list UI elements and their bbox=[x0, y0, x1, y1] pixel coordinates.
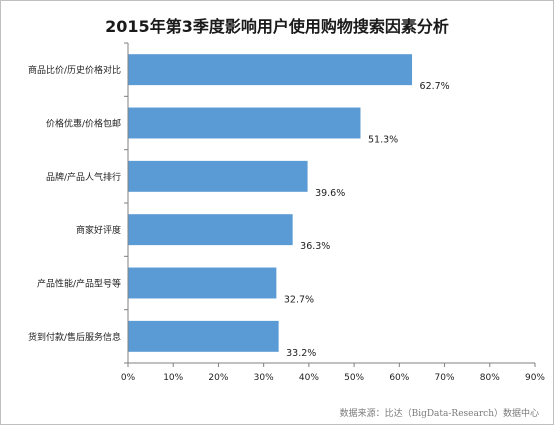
plot-area: 0% 10% 20% 30% 40% 50% 60% 70% 80% 90% 商品比价/历史价格对比… bbox=[28, 42, 545, 383]
x-tick-label: 10% bbox=[163, 373, 183, 383]
data-label: 33.2% bbox=[286, 348, 316, 359]
x-tick-label: 0% bbox=[121, 373, 136, 383]
x-tick-label: 80% bbox=[480, 373, 500, 383]
x-tick-label: 70% bbox=[435, 373, 455, 383]
x-tick-label: 90% bbox=[525, 373, 545, 383]
bar bbox=[128, 320, 279, 352]
category-label: 商品比价/历史价格对比 bbox=[28, 64, 121, 76]
bar bbox=[128, 267, 277, 299]
x-tick-label: 30% bbox=[254, 373, 274, 383]
category-label: 价格优惠/价格包邮 bbox=[46, 118, 121, 130]
source-note: 数据来源：比达（BigData-Research）数据中心 bbox=[340, 407, 539, 419]
category-label: 货到付款/售后服务信息 bbox=[28, 331, 121, 343]
category-label: 品牌/产品人气排行 bbox=[46, 171, 121, 183]
data-label: 39.6% bbox=[315, 188, 345, 199]
x-tick-label: 60% bbox=[389, 373, 409, 383]
bar bbox=[128, 107, 361, 139]
bar bbox=[128, 54, 413, 86]
data-label: 62.7% bbox=[420, 81, 450, 92]
data-label: 36.3% bbox=[300, 241, 330, 252]
data-label: 32.7% bbox=[284, 294, 314, 305]
bar bbox=[128, 160, 308, 192]
x-tick-label: 20% bbox=[208, 373, 228, 383]
chart-title: 2015年第3季度影响用户使用购物搜索因素分析 bbox=[105, 17, 449, 36]
category-label: 商家好评度 bbox=[76, 224, 121, 236]
x-tick-label: 50% bbox=[344, 373, 364, 383]
data-label: 51.3% bbox=[368, 134, 398, 145]
bar bbox=[128, 214, 293, 246]
category-label: 产品性能/产品型号等 bbox=[37, 278, 121, 290]
x-tick-label: 40% bbox=[299, 373, 319, 383]
